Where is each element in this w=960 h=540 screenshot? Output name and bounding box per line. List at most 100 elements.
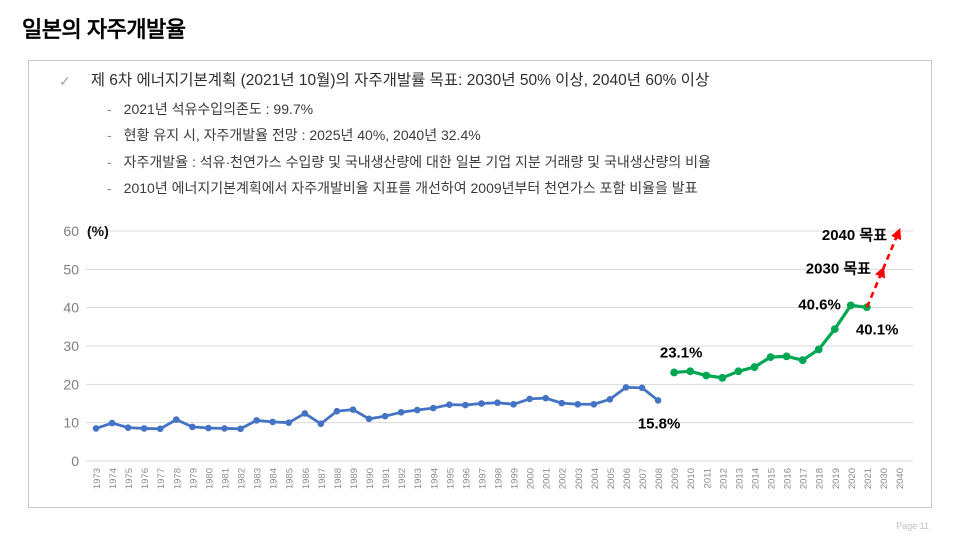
y-axis-unit-label: (%) bbox=[87, 223, 109, 239]
x-tick-label: 1989 bbox=[349, 468, 360, 489]
data-point bbox=[285, 419, 293, 426]
x-tick-label: 2013 bbox=[734, 468, 745, 489]
dash-icon: - bbox=[107, 180, 112, 197]
list-item: - 자주개발율 : 석유·천연가스 수입량 및 국내생산량에 대한 일본 기업 … bbox=[107, 153, 909, 171]
data-point bbox=[92, 425, 100, 432]
dash-icon: - bbox=[107, 127, 112, 144]
data-point bbox=[140, 425, 148, 432]
data-point bbox=[301, 410, 309, 417]
annotation-label: 15.8% bbox=[638, 415, 681, 432]
x-tick-label: 1975 bbox=[124, 468, 135, 489]
x-tick-label: 1998 bbox=[494, 468, 505, 489]
x-tick-label: 1993 bbox=[413, 468, 424, 489]
x-tick-label: 1980 bbox=[204, 468, 215, 489]
x-tick-label: 1996 bbox=[461, 468, 472, 489]
data-point bbox=[670, 368, 679, 377]
x-tick-label: 2001 bbox=[542, 468, 553, 489]
data-point bbox=[846, 301, 855, 310]
x-tick-label: 1974 bbox=[108, 468, 119, 489]
x-tick-label: 2000 bbox=[526, 468, 537, 489]
annotation-label: 2040 목표 bbox=[822, 227, 887, 244]
data-point bbox=[429, 404, 437, 412]
y-tick-label: 60 bbox=[63, 223, 79, 239]
checkmark-icon: ✓ bbox=[59, 73, 71, 89]
list-item: - 2021년 석유수입의존도 : 99.7% bbox=[107, 100, 909, 118]
x-tick-label: 2019 bbox=[831, 468, 842, 489]
x-tick-label: 2020 bbox=[847, 468, 858, 489]
data-point bbox=[686, 367, 695, 376]
x-tick-label: 2005 bbox=[606, 468, 617, 489]
x-tick-label: 2009 bbox=[670, 468, 681, 489]
x-tick-label: 1991 bbox=[381, 468, 392, 489]
target-trajectory-segment bbox=[881, 227, 902, 270]
x-tick-label: 2010 bbox=[686, 468, 697, 489]
data-point bbox=[173, 416, 180, 423]
x-tick-label: 2014 bbox=[750, 468, 761, 489]
sub-bullet-text: 자주개발율 : 석유·천연가스 수입량 및 국내생산량에 대한 일본 기업 지분… bbox=[123, 153, 711, 170]
x-tick-label: 2002 bbox=[558, 468, 569, 489]
data-point bbox=[814, 345, 823, 354]
data-point bbox=[750, 363, 759, 371]
data-point bbox=[446, 401, 453, 408]
x-tick-label: 1986 bbox=[301, 468, 312, 489]
x-tick-label: 1979 bbox=[188, 468, 199, 489]
main-bullet-text: 제 6차 에너지기본계획 (2021년 10월)의 자주개발률 목표: 2030… bbox=[90, 72, 710, 89]
dash-icon: - bbox=[107, 153, 112, 170]
x-tick-label: 2021 bbox=[863, 468, 874, 489]
x-tick-label: 1994 bbox=[429, 468, 440, 489]
annotation-label: 40.6% bbox=[798, 296, 841, 313]
main-bullet: ✓ 제 6차 에너지기본계획 (2021년 10월)의 자주개발률 목표: 20… bbox=[59, 71, 909, 92]
data-point bbox=[766, 353, 775, 362]
x-tick-label: 1988 bbox=[333, 468, 344, 489]
x-tick-label: 1977 bbox=[156, 468, 167, 489]
x-tick-label: 2004 bbox=[590, 468, 601, 489]
data-point bbox=[189, 423, 196, 431]
data-point bbox=[654, 397, 662, 404]
data-point bbox=[590, 400, 598, 408]
y-tick-label: 10 bbox=[63, 415, 79, 431]
x-tick-label: 1985 bbox=[285, 468, 296, 489]
x-tick-label: 2018 bbox=[815, 468, 826, 489]
data-point bbox=[494, 399, 501, 407]
data-point bbox=[205, 424, 212, 432]
x-tick-label: 2015 bbox=[767, 468, 778, 489]
x-tick-label: 2003 bbox=[574, 468, 585, 489]
x-tick-label: 2006 bbox=[622, 468, 633, 489]
data-point bbox=[253, 417, 260, 424]
x-tick-label: 2040 bbox=[895, 468, 906, 489]
data-point bbox=[622, 384, 630, 391]
x-tick-label: 1992 bbox=[397, 468, 408, 489]
y-tick-label: 20 bbox=[63, 376, 79, 392]
data-point bbox=[526, 395, 533, 403]
list-item: - 현황 유지 시, 자주개발율 전망 : 2025년 40%, 2040년 3… bbox=[107, 126, 909, 144]
sub-bullet-text: 2010년 에너지기본계획에서 자주개발비율 지표를 개선하여 2009년부터 … bbox=[123, 180, 698, 197]
data-point bbox=[462, 401, 469, 409]
data-point bbox=[638, 384, 646, 392]
x-tick-label: 2012 bbox=[718, 468, 729, 489]
series-line-self-development-rate-incl-gas-2009-2021 bbox=[672, 303, 869, 380]
data-point bbox=[269, 418, 276, 426]
x-tick-label: 1981 bbox=[220, 468, 231, 489]
data-point bbox=[718, 373, 727, 382]
data-point bbox=[734, 367, 743, 376]
data-point bbox=[381, 412, 389, 420]
x-tick-label: 2030 bbox=[879, 468, 890, 489]
data-point bbox=[237, 425, 244, 433]
page-title: 일본의 자주개발율 bbox=[22, 17, 186, 42]
target-trajectory-segment bbox=[865, 266, 885, 308]
data-point bbox=[574, 400, 582, 408]
data-point bbox=[333, 407, 341, 415]
x-tick-label: 2011 bbox=[702, 468, 713, 488]
x-tick-label: 2017 bbox=[799, 468, 810, 489]
x-tick-label: 2008 bbox=[654, 468, 665, 489]
data-point bbox=[108, 419, 116, 427]
page-number: Page 11 bbox=[896, 521, 929, 531]
data-point bbox=[124, 424, 132, 431]
annotation-label: 2030 목표 bbox=[806, 260, 871, 277]
data-point bbox=[365, 415, 373, 423]
data-point bbox=[606, 395, 614, 403]
sub-bullet-text: 현황 유지 시, 자주개발율 전망 : 2025년 40%, 2040년 32.… bbox=[123, 127, 481, 144]
data-point bbox=[317, 420, 325, 428]
data-point bbox=[510, 400, 517, 408]
